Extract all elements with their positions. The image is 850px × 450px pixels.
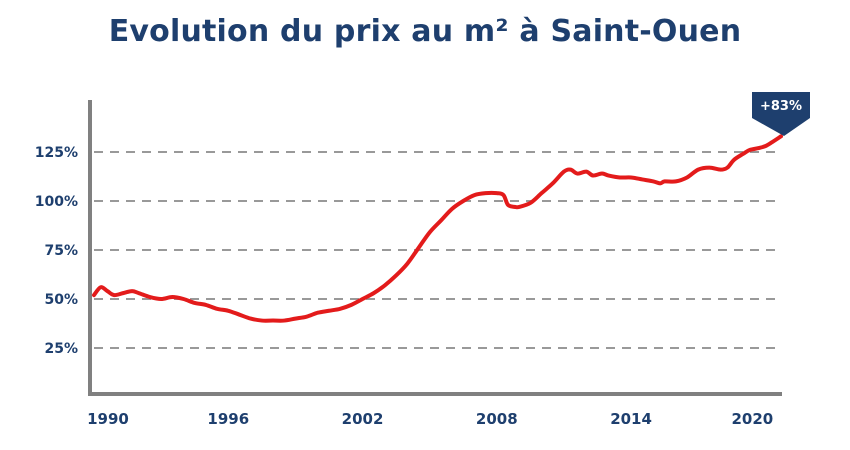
x-tick-label: 1996 <box>207 410 249 428</box>
x-tick-label: 2014 <box>610 410 652 428</box>
annotation-label: +83% <box>760 99 802 114</box>
y-tick-label: 125% <box>35 145 78 161</box>
x-tick-label: 2008 <box>476 410 518 428</box>
y-tick-label: 100% <box>35 194 78 210</box>
series-line <box>92 134 783 323</box>
x-tick-label: 1990 <box>87 410 129 428</box>
x-tick-label: 2020 <box>731 410 773 428</box>
y-tick-label: 75% <box>44 243 78 259</box>
x-tick-label: 2002 <box>342 410 384 428</box>
chart-title: Evolution du prix au m² à Saint-Ouen <box>108 14 742 49</box>
y-tick-label: 50% <box>44 292 78 308</box>
y-tick-label: 25% <box>44 341 78 357</box>
annotation-badge <box>752 92 810 136</box>
